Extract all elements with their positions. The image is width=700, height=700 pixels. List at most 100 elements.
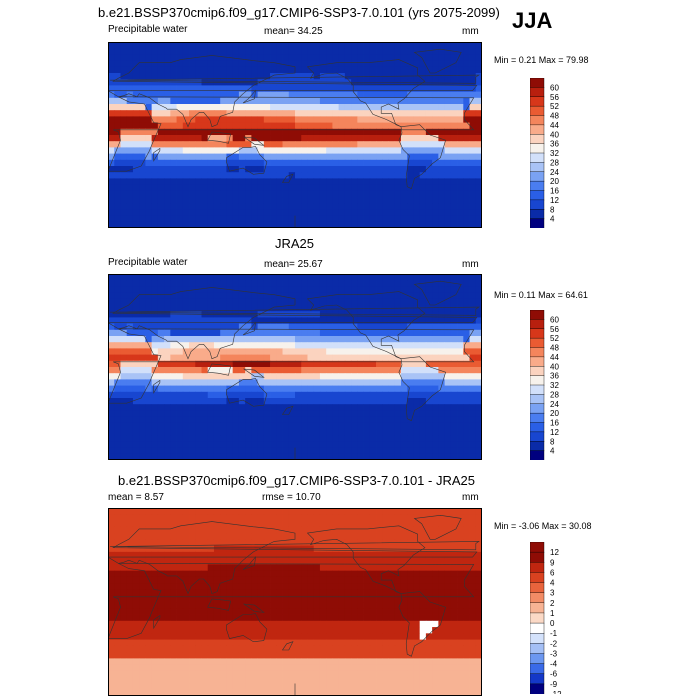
map-cell [407,48,414,55]
map-cell [295,564,302,572]
map-cell [151,184,159,192]
map-cell [276,336,283,343]
map-cell [388,128,396,136]
map-cell [307,159,315,167]
map-cell [344,633,352,640]
map-cell [288,147,296,154]
map-cell [182,116,190,123]
map-cell [363,360,371,368]
map-cell [400,221,408,228]
map-cell [276,116,283,123]
map-cell [307,286,315,293]
map-cell [313,97,321,105]
map-cell [326,311,333,318]
map-cell [251,48,258,55]
map-cell [419,614,427,622]
map-cell [382,153,389,161]
map-cell [189,147,196,154]
map-cell [263,122,271,130]
map-cell [413,317,421,324]
map-cell [319,60,327,68]
map-cell [151,633,159,640]
map-cell [326,166,333,173]
map-cell [164,447,171,455]
map-cell [432,373,439,380]
map-cell [189,323,196,331]
map-cell [251,54,258,61]
map-cell [232,391,240,399]
map-cell [245,128,252,136]
map-cell [182,564,190,572]
map-cell [251,221,258,228]
map-cell [263,141,271,148]
map-cell [450,197,458,204]
map-cell [251,274,258,281]
map-cell [376,354,383,362]
map-cell [288,203,296,210]
map-cell [226,128,234,136]
map-cell [157,564,165,572]
map-cell [126,520,134,528]
map-cell [220,147,227,154]
map-cell [369,329,377,337]
map-cell [295,422,302,430]
map-cell [132,576,140,584]
map-cell [232,336,240,343]
map-cell [307,329,315,337]
map-cell [419,526,427,534]
map-cell [126,526,134,534]
map-cell [307,435,315,442]
map-cell [394,508,402,515]
map-cell [213,48,221,55]
map-cell [257,514,265,521]
map-cell [226,317,234,324]
map-cell [282,329,290,337]
map-cell [189,379,196,386]
map-cell [425,311,433,318]
map-cell [145,391,153,399]
map-cell [132,116,140,123]
map-cell [189,639,196,647]
map-cell [170,166,177,173]
panel1-title: b.e21.BSSP370cmip6.f09_g17.CMIP6-SSP3-7.… [98,5,500,20]
map-cell [288,583,296,590]
map-cell [363,410,371,417]
map-cell [363,435,371,442]
map-cell [400,323,408,331]
map-cell [270,203,277,210]
map-cell [164,166,171,173]
map-cell [369,570,377,578]
map-cell [457,336,464,343]
map-cell [307,215,315,223]
map-cell [132,422,140,430]
map-cell [257,533,265,540]
map-cell [357,48,364,55]
panel1-mean: mean= 34.25 [264,26,323,37]
map-cell [195,348,202,355]
map-cell [170,147,177,154]
map-cell [295,391,302,399]
map-cell [213,292,221,300]
map-cell [157,551,165,559]
map-cell [388,159,396,167]
map-cell [120,197,128,204]
map-cell [114,97,121,105]
map-cell [382,583,389,590]
map-cell [207,172,215,179]
map-cell [220,286,227,293]
map-cell [120,379,128,386]
map-cell [463,91,470,99]
map-cell [164,48,171,55]
map-cell [226,141,234,148]
map-cell [313,215,321,223]
map-cell [157,178,165,185]
map-cell [282,627,290,634]
map-cell [326,280,333,287]
map-cell [457,66,464,74]
map-cell [425,190,433,198]
map-cell [164,342,171,349]
map-cell [419,292,427,300]
map-cell [132,620,140,628]
map-cell [126,583,134,590]
map-cell [363,274,371,281]
